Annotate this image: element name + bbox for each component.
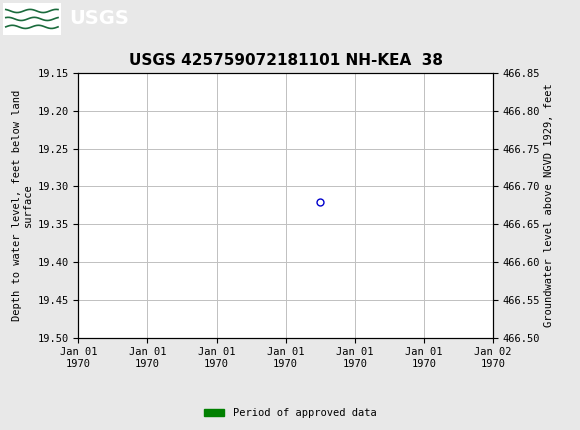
FancyBboxPatch shape — [3, 3, 61, 35]
Y-axis label: Depth to water level, feet below land
surface: Depth to water level, feet below land su… — [12, 90, 33, 321]
Y-axis label: Groundwater level above NGVD 1929, feet: Groundwater level above NGVD 1929, feet — [545, 83, 554, 327]
Legend: Period of approved data: Period of approved data — [200, 404, 380, 423]
Title: USGS 425759072181101 NH-KEA  38: USGS 425759072181101 NH-KEA 38 — [129, 53, 443, 68]
Text: USGS: USGS — [70, 9, 129, 28]
